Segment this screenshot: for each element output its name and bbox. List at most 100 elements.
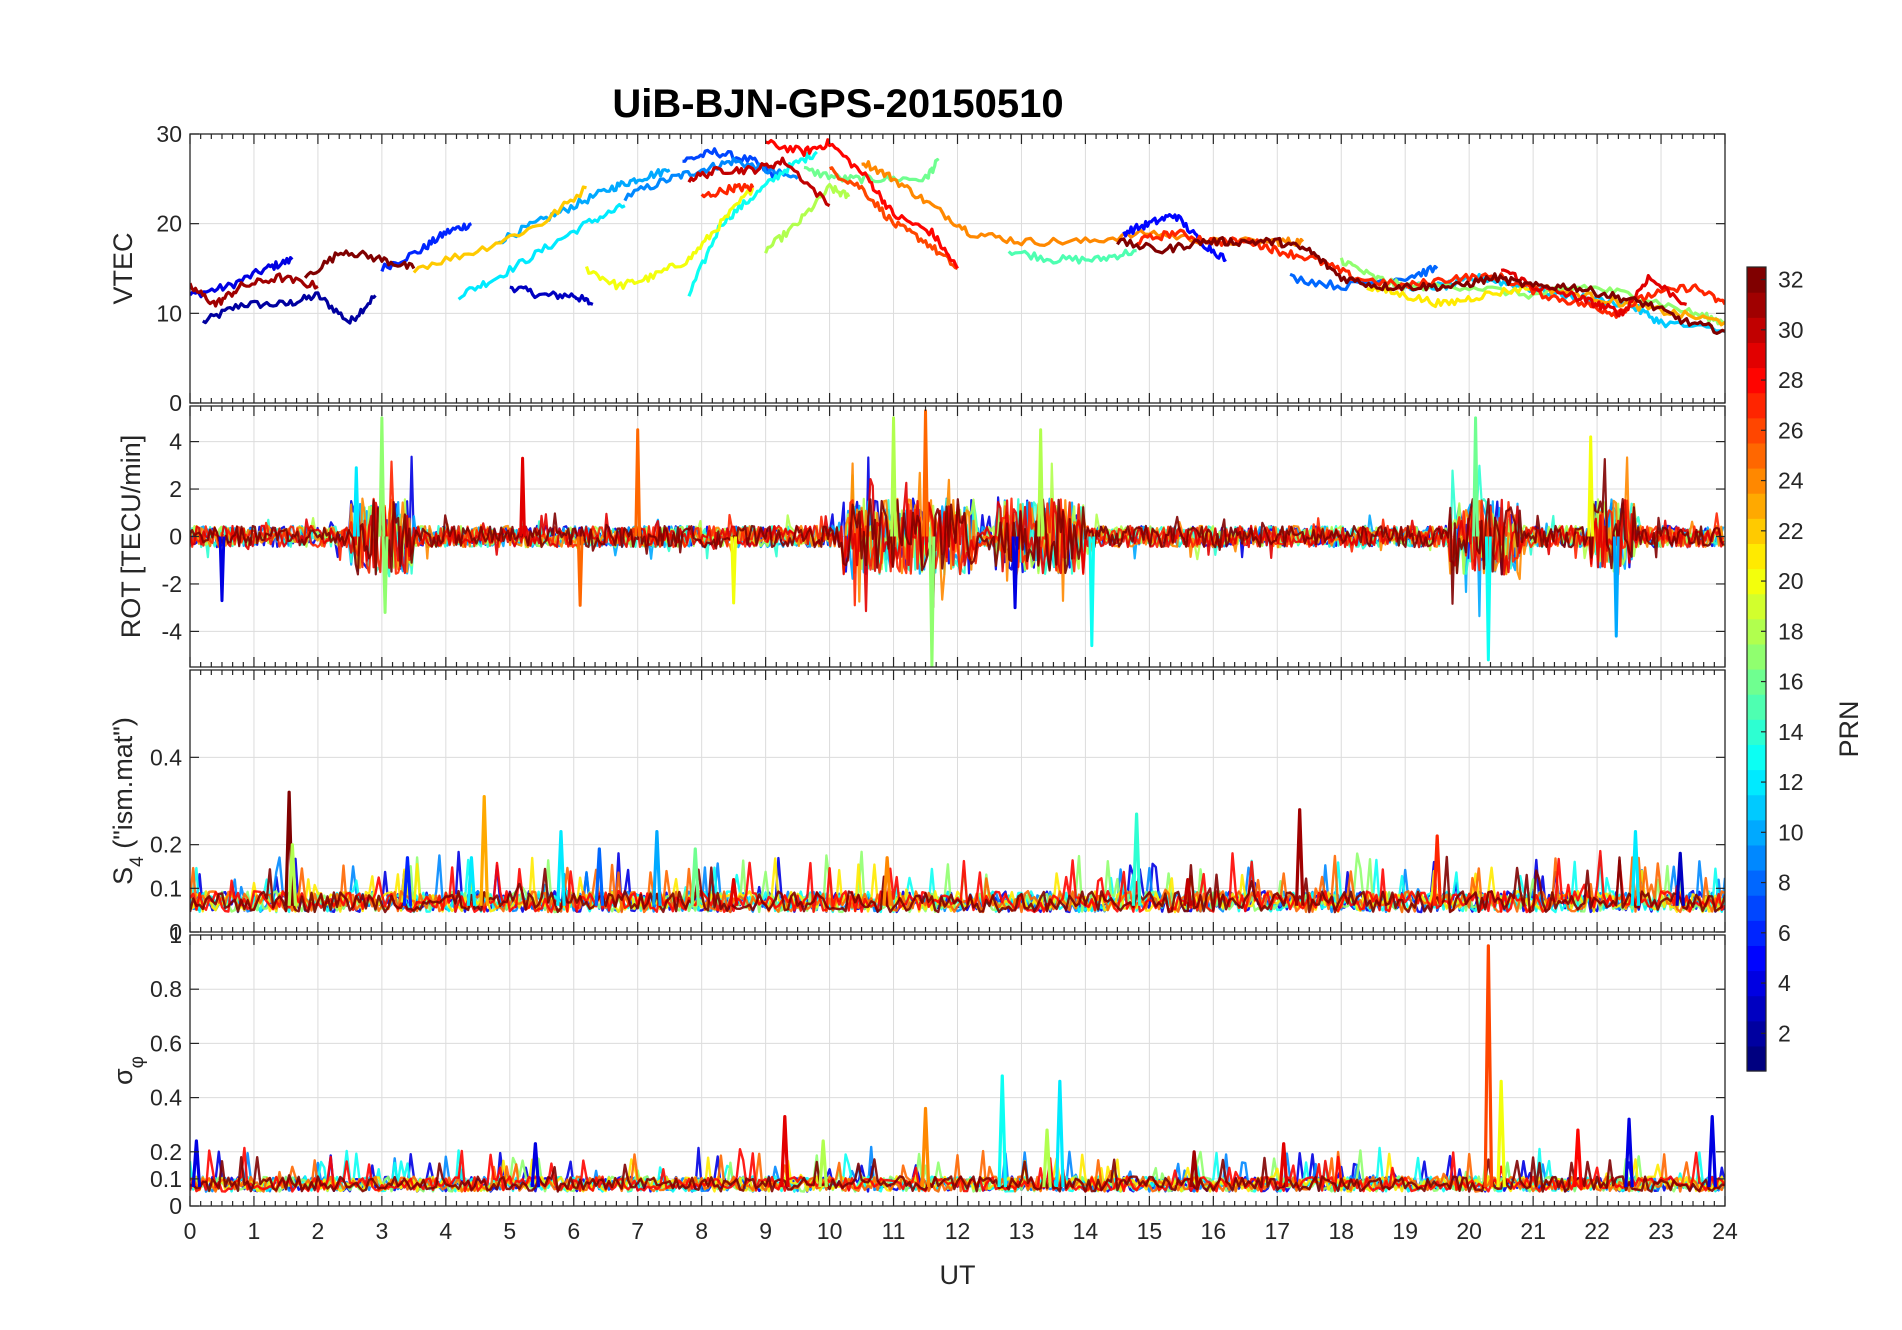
y-tick-label: 0.4 (150, 744, 182, 770)
vtec-line-prn-18 (764, 183, 851, 254)
colorbar-segment (1747, 267, 1766, 293)
x-tick-label: 20 (1456, 1218, 1482, 1244)
s4-spike-prn-29 (728, 878, 739, 906)
colorbar-segment (1747, 292, 1766, 318)
sigma-line-prn-28 (190, 1146, 1725, 1193)
vtec-line-prn-27 (700, 182, 755, 199)
x-tick-label: 23 (1648, 1218, 1674, 1244)
colorbar-label: PRN (1834, 700, 1864, 757)
sigma-spike-prn-4 (1707, 1114, 1718, 1188)
rot-spike-prn-18 (890, 416, 897, 537)
sigma-spike-prn-18 (1042, 1128, 1052, 1188)
y-tick-label: 0.6 (150, 1030, 182, 1056)
vtec-line-prn-12 (457, 203, 626, 301)
vtec-line-prn-2 (201, 291, 377, 325)
rot-line-prn-14 (190, 464, 1725, 578)
x-tick-label: 17 (1264, 1218, 1290, 1244)
colorbar-frame (1746, 266, 1767, 1072)
x-tick-label: 6 (567, 1218, 580, 1244)
s4-spike-prn-14 (1131, 812, 1142, 906)
colorbar-tick-label: 30 (1778, 317, 1804, 343)
rot-spike-prn-29 (519, 456, 527, 537)
colorbar-tick-label: 10 (1778, 819, 1804, 845)
colorbar-tick-label: 16 (1778, 669, 1804, 695)
s4-spike-prn-16 (690, 847, 701, 906)
rot-spike-prn-20 (730, 536, 738, 605)
panel-rot-data (190, 409, 1725, 667)
s4-spike-prn-8 (594, 847, 605, 906)
sigma-line-prn-25 (190, 1149, 1725, 1193)
colorbar-tick-label: 8 (1778, 870, 1791, 896)
y-tick-label: 10 (156, 300, 182, 326)
colorbar-segment (1747, 870, 1766, 896)
colorbar-segment (1747, 794, 1766, 821)
s4-line-prn-28 (190, 849, 1725, 914)
s4-spike-prn-12 (1630, 829, 1641, 906)
colorbar-segment (1747, 744, 1766, 771)
x-tick-label: 14 (1073, 1218, 1099, 1244)
rot-spike-prn-13 (1484, 536, 1492, 662)
vtec-line-prn-28 (765, 138, 959, 270)
y-tick-label: -2 (162, 571, 182, 597)
colorbar-segment (1747, 1045, 1766, 1072)
colorbar-segment (1747, 844, 1766, 871)
y-tick-label: 30 (156, 121, 182, 147)
x-tick-label: 9 (759, 1218, 772, 1244)
rot-spike-prn-16 (1472, 416, 1479, 537)
colorbar-segment (1747, 417, 1766, 444)
colorbar-segment (1747, 442, 1766, 469)
sigma-spike-prn-4 (191, 1139, 202, 1188)
vtec-line-prn-6 (380, 222, 472, 272)
x-tick-label: 1 (248, 1218, 261, 1244)
colorbar-segment (1747, 367, 1766, 394)
colorbar-segment (1747, 342, 1766, 369)
figure-title: UiB-BJN-GPS-20150510 (612, 82, 1063, 126)
colorbar-tick-label: 14 (1778, 719, 1804, 745)
vtec-line-prn-21 (1366, 283, 1535, 309)
s4-spike-prn-31 (1294, 808, 1305, 906)
x-tick-label: 21 (1520, 1218, 1546, 1244)
s4-spike-prn-30 (1182, 878, 1193, 906)
panel-s4-ticks (189, 670, 1726, 933)
colorbar-segment (1747, 493, 1766, 519)
y-tick-label: 0.4 (150, 1085, 182, 1111)
panel-sigma-ylabel: σφ (108, 1056, 148, 1085)
y-tick-label: 0.8 (150, 976, 182, 1002)
colorbar-tick-label: 2 (1778, 1020, 1791, 1046)
x-axis-label: UT (940, 1260, 976, 1290)
colorbar-segment (1747, 618, 1766, 645)
x-tick-label: 10 (817, 1218, 843, 1244)
rot-spike-prn-25 (576, 536, 584, 607)
sigma-spike-prn-20 (1496, 1079, 1506, 1188)
rot-spike-prn-10 (1612, 536, 1620, 638)
sigma-spike-prn-29 (780, 1114, 790, 1188)
vtec-line-prn-15 (1007, 248, 1137, 265)
sigma-line-prn-32 (190, 1156, 1725, 1193)
colorbar-tick-label: 28 (1778, 367, 1804, 393)
panel-s4-data (190, 790, 1725, 914)
colorbar-tick-label: 32 (1778, 267, 1804, 293)
panel-s4: 0 0.1 0.2 0.4S4 ("ism.mat") (108, 669, 1726, 945)
ylabel-subscript: 4 (127, 856, 148, 867)
sigma-spike-prn-31 (1189, 1150, 1199, 1188)
y-tick-label: 0.1 (150, 1166, 182, 1192)
sigma-spike-prn-12 (1055, 1079, 1065, 1188)
vtec-line-prn-32 (303, 249, 416, 279)
colorbar-segment (1747, 518, 1766, 544)
vtec-line-prn-22 (412, 185, 587, 274)
x-tick-label: 12 (945, 1218, 971, 1244)
colorbar-tick-label: 26 (1778, 417, 1804, 443)
colorbar-segment (1747, 1020, 1766, 1047)
y-tick-label: 20 (156, 211, 182, 237)
colorbar-segment (1747, 669, 1766, 695)
vtec-line-prn-24 (861, 160, 1305, 248)
colorbar-segment (1747, 945, 1766, 972)
colorbar-tick-label: 4 (1778, 970, 1791, 996)
s4-spike-prn-6 (402, 856, 413, 906)
panel-vtec-ticks (189, 133, 1726, 404)
vtec-line-prn-13 (687, 150, 818, 297)
colorbar-tick-label: 20 (1778, 568, 1804, 594)
vtec-line-prn-10 (496, 168, 671, 245)
y-tick-label: -4 (162, 618, 183, 644)
